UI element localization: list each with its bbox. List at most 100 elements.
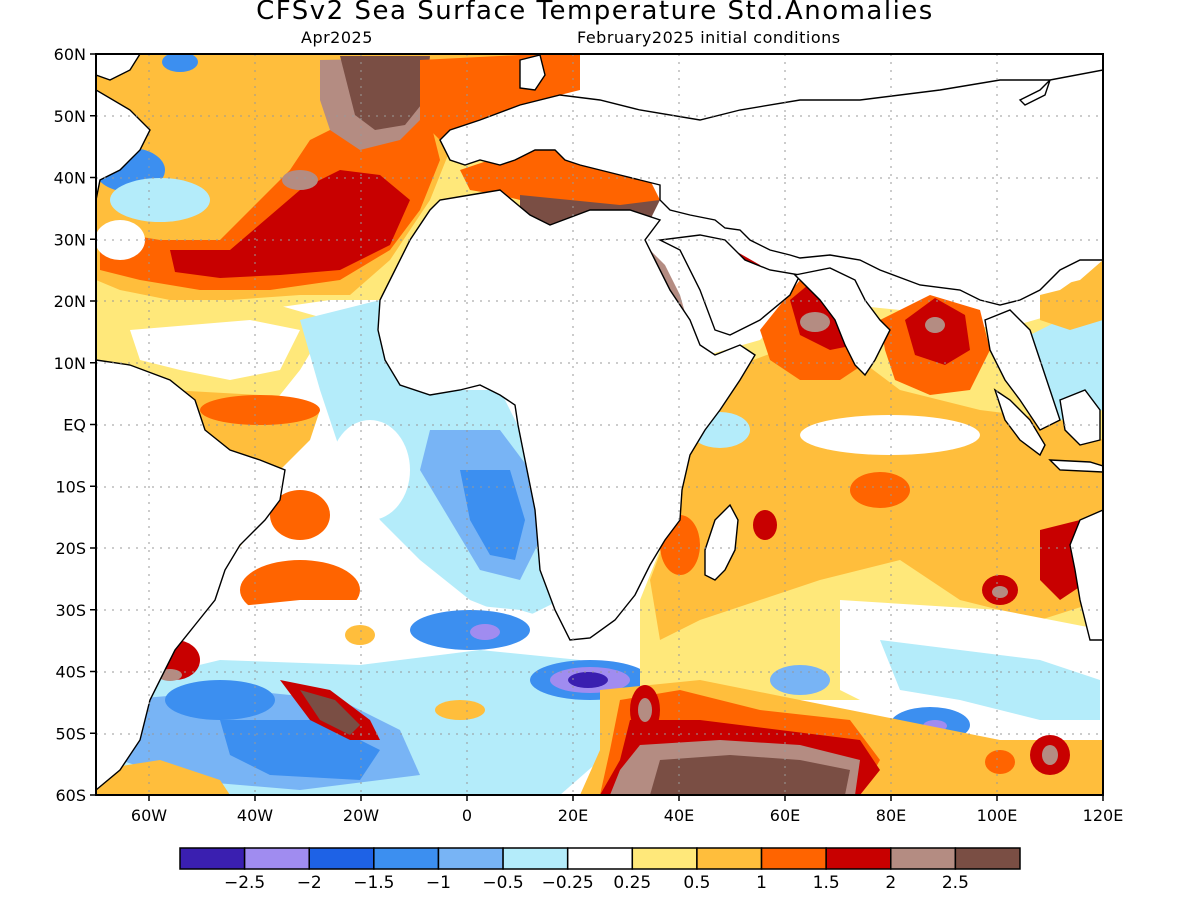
madagascar-land: [704, 503, 739, 581]
lat-tick-label: 20N: [54, 292, 86, 311]
sw-atlantic-brown: [300, 690, 360, 735]
lon-tick-label: 60E: [770, 806, 800, 825]
lon-tick-label: 100E: [977, 806, 1018, 825]
s-atlantic-white-band: [330, 420, 410, 520]
s-indian-blue-2: [770, 665, 830, 695]
lon-tick-label: 40W: [237, 806, 273, 825]
s-indian-red: [753, 510, 777, 540]
lon-tick-label: 20E: [558, 806, 588, 825]
colorbar-swatch: [890, 847, 957, 870]
colorbar-label: 2: [885, 873, 896, 893]
colorbar-label: −0.25: [542, 873, 594, 893]
arabia-land: [657, 234, 802, 336]
southern-ocean-brown: [650, 755, 850, 795]
lat-tick-label: 40N: [54, 169, 86, 188]
lon-tick-label: 40E: [664, 806, 694, 825]
latitude-axis: 60N 50N 40N 30N 20N 10N EQ 10S 20S 30S 40S 50S 60S: [54, 45, 96, 805]
nw-atlantic-cool-edge: [110, 178, 210, 222]
colorbar-label: −1.5: [353, 873, 394, 893]
lat-tick-label: 60S: [55, 786, 86, 805]
southern-atlantic-purple-2: [470, 624, 500, 640]
lon-tick-label: 60W: [131, 806, 167, 825]
colorbar-swatch: [631, 847, 698, 870]
s-indian-lightblue: [880, 640, 1100, 720]
mediterranean-orange: [460, 150, 660, 210]
lon-tick-label: 0: [462, 806, 472, 825]
lat-tick-label: 40S: [55, 663, 86, 682]
bay-of-bengal-pink: [925, 317, 945, 333]
colorbar-label: −2.5: [224, 873, 265, 893]
colorbar-swatch: [502, 847, 569, 870]
s-indian-pink-1050: [1042, 745, 1058, 765]
s-atlantic-blue-core: [460, 470, 525, 560]
lon-tick-label: 80E: [876, 806, 906, 825]
n-atlantic-red: [170, 170, 410, 278]
forecast-month: Apr2025: [301, 28, 373, 47]
s-atlantic-warm-spot: [345, 625, 375, 645]
labrador-cool: [162, 54, 198, 72]
brazil-warm: [270, 490, 330, 540]
lat-tick-label: 30S: [55, 601, 86, 620]
colorbar-label: 2.5: [942, 873, 969, 893]
sakhalin-land: [1018, 79, 1051, 106]
s-indian-orange-spots: [850, 472, 910, 508]
colorbar-label: −0.5: [482, 873, 523, 893]
colorbar-swatch: [760, 847, 827, 870]
colorbar-swatch: [566, 847, 634, 870]
java-land: [1048, 459, 1103, 473]
agulhas-east-brown: [638, 698, 652, 722]
lat-tick-label: 30N: [54, 230, 86, 249]
graticule: [96, 54, 1103, 795]
colorbar-swatch: [825, 847, 892, 870]
agulhas-dark-purple: [568, 672, 608, 688]
southern-atlantic-blue-2: [410, 610, 530, 650]
europe-land: [439, 69, 1103, 306]
lat-tick-label: 10S: [55, 477, 86, 496]
indian-ocean-pink-spot: [992, 586, 1008, 598]
colorbar-label: 1: [756, 873, 767, 893]
colorbar-swatch: [373, 847, 440, 870]
lat-tick-label: 20S: [55, 539, 86, 558]
n-atlantic-brown: [340, 56, 430, 130]
eq-atlantic-warm: [200, 395, 320, 425]
greenland-tip-land: [96, 54, 141, 81]
lat-tick-label: EQ: [63, 416, 86, 435]
india-land: [793, 267, 891, 377]
colorbar-swatch: [954, 847, 1021, 870]
colorbar-swatch: [179, 847, 246, 870]
colorbar-label: −1: [426, 873, 451, 893]
colorbar-swatch: [437, 847, 504, 870]
colorbar-label: 0.25: [613, 873, 651, 893]
lat-tick-label: 50S: [55, 724, 86, 743]
sumatra-land: [993, 388, 1046, 457]
colorbar-label: −2: [297, 873, 322, 893]
colorbar-label: 0.5: [683, 873, 710, 893]
australia-land: [1069, 509, 1103, 641]
lat-tick-label: 50N: [54, 107, 86, 126]
initial-conditions: February2025 initial conditions: [577, 28, 841, 47]
arabian-sea-pink: [800, 312, 830, 332]
lon-tick-label: 20W: [343, 806, 379, 825]
south-america-land: [96, 359, 286, 791]
uk-land: [519, 54, 546, 91]
colorbar-swatch: [696, 847, 763, 870]
n-atlantic-brown-patch: [282, 170, 318, 190]
borneo-land: [1059, 389, 1101, 446]
sw-atlantic-blue: [165, 680, 275, 720]
colorbar: −2.5 −2 −1.5 −1 −0.5 −0.25 0.25 0.5 1 1.5 2 2.5: [179, 847, 1021, 893]
colorbar-label: 1.5: [813, 873, 840, 893]
lat-tick-label: 60N: [54, 45, 86, 64]
colorbar-swatch: [243, 847, 310, 870]
s-indian-warm-1000: [985, 750, 1015, 774]
longitude-axis: 60W 40W 20W 0 20E 40E 60E 80E 100E 120E: [131, 795, 1123, 825]
s-atlantic-warm-spot-2: [435, 700, 485, 720]
w-pacific-orange: [1040, 260, 1103, 330]
colorbar-swatch: [308, 847, 375, 870]
tropical-atlantic-white: [130, 320, 300, 380]
land-masses: [96, 54, 1103, 791]
lon-tick-label: 120E: [1083, 806, 1124, 825]
lat-tick-label: 10N: [54, 354, 86, 373]
eq-indian-white: [800, 415, 980, 455]
indochina-land: [984, 309, 1061, 431]
